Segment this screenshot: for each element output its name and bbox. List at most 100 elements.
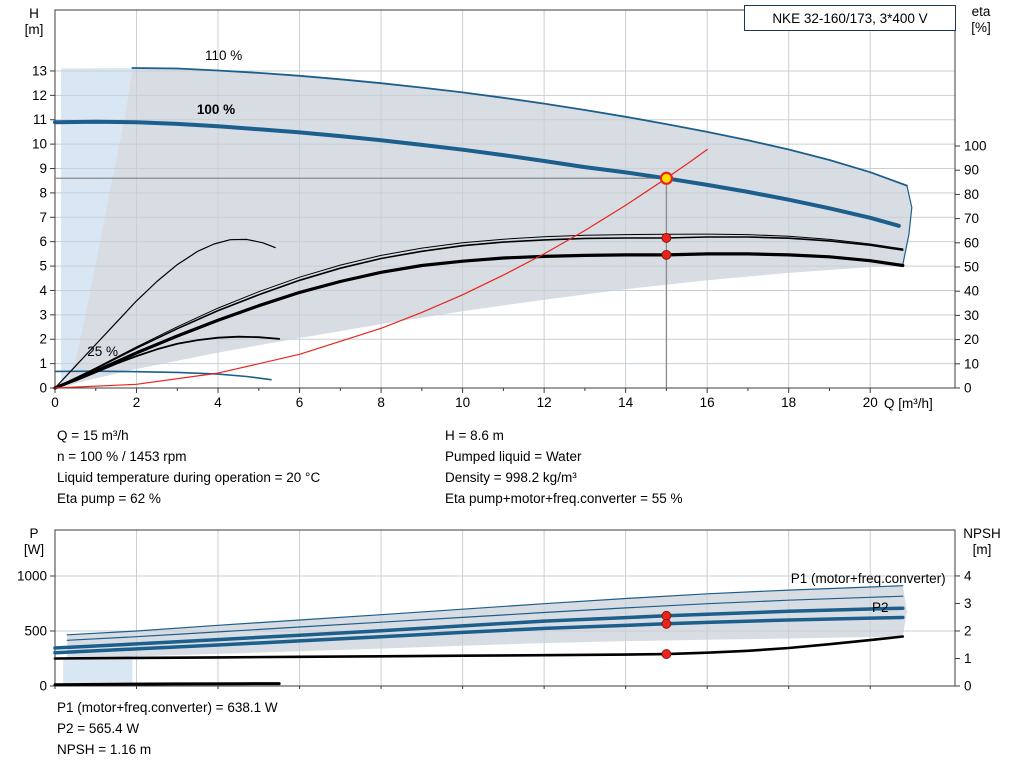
axis-title-power-unit: [W] bbox=[23, 542, 45, 557]
head-curve-100pct bbox=[53, 119, 901, 228]
axis-title-npsh-unit: [m] bbox=[972, 542, 992, 557]
tick-label-left: 13 bbox=[32, 63, 47, 78]
tick-label-left: 3 bbox=[39, 307, 47, 322]
axis-title-npsh-symbol: NPSH bbox=[963, 526, 1001, 541]
curve-label: 25 % bbox=[87, 344, 118, 359]
plot-frame bbox=[54, 9, 956, 389]
axis-title-head: H [m] bbox=[16, 6, 52, 38]
p-curve-25pct bbox=[53, 682, 281, 687]
low-flow-region bbox=[63, 656, 133, 684]
tick-label-x: 10 bbox=[455, 395, 470, 410]
tick-label-left: 1000 bbox=[17, 568, 47, 583]
tick-label-x: 20 bbox=[863, 395, 878, 410]
axis-title-eta-symbol: eta bbox=[971, 4, 991, 19]
tick-label-x: 14 bbox=[618, 395, 634, 410]
head-curve-110pct bbox=[131, 67, 908, 187]
tick-label-right: 3 bbox=[964, 596, 972, 611]
affinity-curve bbox=[54, 148, 708, 389]
tick-label-right: 70 bbox=[964, 211, 979, 226]
pump-model-label: NKE 32-160/173, 3*400 V bbox=[772, 10, 928, 26]
duty-info-right: H = 8.6 m Pumped liquid = Water Density … bbox=[445, 425, 683, 509]
tick-label-left: 500 bbox=[24, 623, 47, 638]
tick-label-right: 20 bbox=[964, 332, 979, 347]
eta-pump-25pct-curve bbox=[54, 238, 276, 389]
tick-label-left: 9 bbox=[39, 161, 47, 176]
axis-title-head-unit: [m] bbox=[24, 22, 44, 37]
curve-label: 100 % bbox=[197, 102, 235, 117]
tick-label-x: 6 bbox=[296, 395, 304, 410]
tick-label-right: 4 bbox=[964, 568, 972, 583]
curve-label: P2 bbox=[872, 600, 889, 615]
duty-point-marker bbox=[659, 171, 674, 185]
tick-label-right: 2 bbox=[964, 623, 972, 638]
tick-label-x: 2 bbox=[133, 395, 141, 410]
tick-label-left: 8 bbox=[39, 185, 47, 200]
pump-model-box: NKE 32-160/173, 3*400 V bbox=[744, 5, 956, 31]
eta-pump-marker bbox=[661, 233, 672, 243]
tick-label-left: 6 bbox=[39, 234, 47, 249]
tick-label-right: 1 bbox=[964, 651, 972, 666]
tick-label-right: 40 bbox=[964, 284, 979, 299]
axis-ticks: 0123456789101112130102030405060708090100… bbox=[32, 63, 987, 410]
axis-title-eta-unit: [%] bbox=[971, 20, 991, 35]
axis-title-eta: eta [%] bbox=[960, 4, 1002, 36]
p2-curve bbox=[53, 615, 905, 655]
eta-total-marker bbox=[661, 250, 672, 260]
tick-label-x: 0 bbox=[51, 395, 59, 410]
low-flow-region bbox=[61, 68, 133, 387]
npsh-curve bbox=[53, 635, 905, 660]
info-pumped-liquid: Pumped liquid = Water bbox=[445, 449, 582, 464]
tick-label-x: 18 bbox=[781, 395, 796, 410]
tick-label-x: 8 bbox=[377, 395, 385, 410]
operating-envelope bbox=[67, 68, 912, 386]
tick-label-left: 11 bbox=[33, 112, 47, 127]
tick-label-right: 0 bbox=[964, 381, 972, 396]
axis-title-power-symbol: P bbox=[29, 526, 39, 541]
axis-title-power: P [W] bbox=[16, 526, 52, 558]
eta-total-curve bbox=[53, 252, 905, 390]
tick-label-right: 60 bbox=[964, 235, 979, 250]
tick-label-left: 0 bbox=[39, 381, 47, 396]
tick-label-x: 16 bbox=[700, 395, 715, 410]
tick-label-left: 2 bbox=[39, 332, 47, 347]
tick-label-left: 5 bbox=[39, 259, 47, 274]
info-speed: n = 100 % / 1453 rpm bbox=[57, 449, 187, 464]
tick-label-right: 100 bbox=[964, 139, 987, 154]
head-efficiency-chart: 0123456789101112130102030405060708090100… bbox=[32, 9, 987, 410]
duty-info-left: Q = 15 m³/h n = 100 % / 1453 rpm Liquid … bbox=[57, 425, 320, 509]
power-info: P1 (motor+freq.converter) = 638.1 W P2 =… bbox=[57, 697, 278, 760]
tick-label-left: 4 bbox=[39, 283, 47, 298]
axis-title-flow-symbol: Q [m³/h] bbox=[884, 396, 933, 411]
info-p1: P1 (motor+freq.converter) = 638.1 W bbox=[57, 700, 278, 715]
axis-title-flow: Q [m³/h] bbox=[884, 396, 964, 412]
axis-title-head-symbol: H bbox=[29, 6, 39, 21]
tick-label-right: 30 bbox=[964, 308, 979, 323]
eta-total-25pct-curve bbox=[54, 335, 281, 389]
curve-label: P1 (motor+freq.converter) bbox=[791, 571, 946, 586]
eta-pump-curve bbox=[54, 236, 904, 389]
tick-label-left: 1 bbox=[39, 356, 47, 371]
info-density: Density = 998.2 kg/m³ bbox=[445, 470, 577, 485]
info-p2: P2 = 565.4 W bbox=[57, 721, 140, 736]
tick-label-right: 80 bbox=[964, 187, 979, 202]
info-eta-total: Eta pump+motor+freq.converter = 55 % bbox=[445, 491, 683, 506]
eta-pump-upper-curve bbox=[54, 233, 904, 389]
info-eta-pump: Eta pump = 62 % bbox=[57, 491, 161, 506]
p2-curve-110pct bbox=[66, 595, 904, 641]
curve-label: 110 % bbox=[205, 48, 242, 63]
tick-label-right: 50 bbox=[964, 260, 979, 275]
info-flow: Q = 15 m³/h bbox=[57, 428, 129, 443]
tick-label-right: 90 bbox=[964, 163, 979, 178]
duty-point-crosshair bbox=[55, 177, 668, 388]
info-npsh: NPSH = 1.16 m bbox=[57, 742, 152, 757]
p1-curve-110pct bbox=[66, 585, 904, 636]
envelope-right-edge bbox=[902, 185, 913, 266]
npsh-marker bbox=[661, 649, 672, 659]
tick-label-x: 4 bbox=[214, 395, 222, 410]
plot-frame bbox=[54, 529, 956, 687]
axis-title-npsh: NPSH [m] bbox=[956, 526, 1008, 558]
tick-label-right: 10 bbox=[964, 356, 979, 371]
p1-curve bbox=[53, 606, 905, 650]
